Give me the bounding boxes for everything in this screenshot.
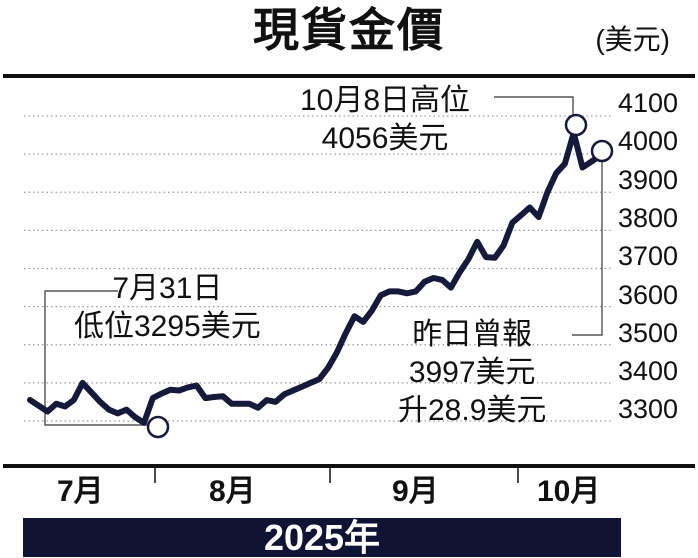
chart-title: 現貨金價 <box>253 4 445 56</box>
y-tick-label: 4000 <box>618 126 679 156</box>
annotation-leader-lines <box>44 96 603 426</box>
unit-label: (美元) <box>595 24 670 55</box>
month-ticks <box>154 468 519 483</box>
top-rule <box>3 74 695 78</box>
high-annotation-value: 4056美元 <box>321 122 449 155</box>
month-label: 9月 <box>392 475 439 508</box>
low-annotation: 7月31日 低位3295美元 <box>74 270 261 346</box>
low-annotation-date: 7月31日 <box>112 272 223 305</box>
low-point-marker <box>146 415 170 439</box>
y-tick-label: 3400 <box>618 356 679 386</box>
latest-annotation: 昨日曾報 3997美元 升28.9美元 <box>398 316 546 430</box>
month-label: 7月 <box>57 475 104 508</box>
high-annotation: 10月8日高位 4056美元 <box>300 82 470 158</box>
y-tick-label: 4100 <box>618 88 679 118</box>
high-annotation-date: 10月8日高位 <box>300 84 471 117</box>
low-annotation-value: 低位3295美元 <box>74 310 261 343</box>
y-tick-label: 3500 <box>618 318 679 348</box>
latest-annotation-change: 升28.9美元 <box>398 394 547 427</box>
year-banner: 2025年 <box>23 518 621 558</box>
latest-annotation-value: 3997美元 <box>408 356 536 389</box>
latest-annotation-label: 昨日曾報 <box>412 318 533 351</box>
y-tick-label: 3700 <box>618 241 679 271</box>
month-label: 8月 <box>209 475 256 508</box>
price-line <box>27 129 603 426</box>
y-tick-label: 3300 <box>618 394 679 424</box>
x-axis-rule <box>3 464 695 468</box>
y-tick-label: 3900 <box>618 165 679 195</box>
y-tick-label: 3600 <box>618 280 679 310</box>
month-label: 10月 <box>537 475 601 508</box>
high-point-marker <box>564 113 588 137</box>
latest-point-marker <box>590 139 614 163</box>
y-tick-label: 3800 <box>618 203 679 233</box>
